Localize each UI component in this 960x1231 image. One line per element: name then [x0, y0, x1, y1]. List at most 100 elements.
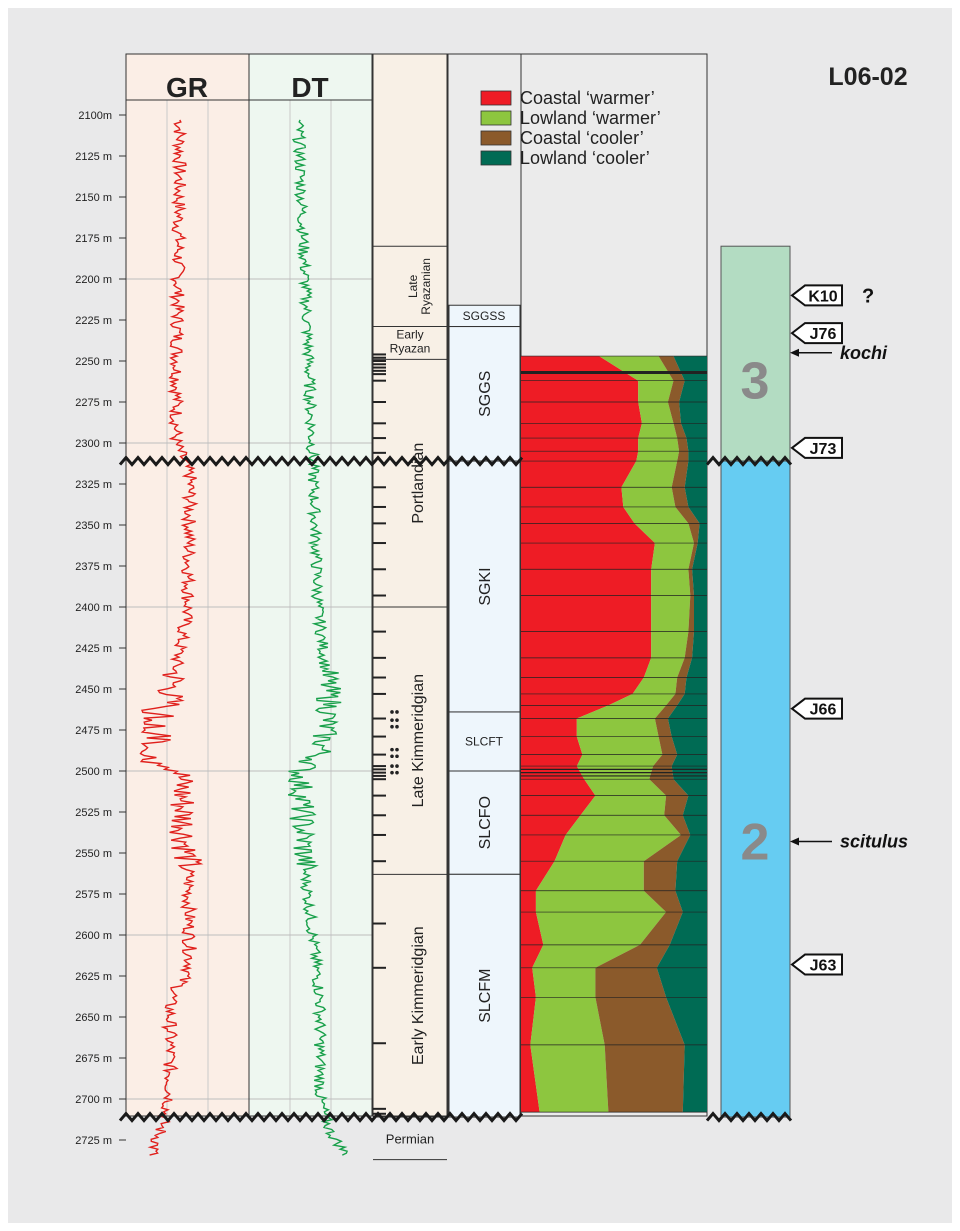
marker-label: J76 — [810, 326, 837, 343]
stage-label: LateRyazanian — [406, 258, 433, 315]
depth-tick-label: 2225 m — [75, 315, 112, 327]
depth-tick-label: 2725 m — [75, 1135, 112, 1147]
stage-label-line: Early — [396, 328, 423, 342]
area-coastal-warmer — [521, 356, 655, 1113]
depth-tick-label: 2575 m — [75, 889, 112, 901]
gr-track-label: GR — [166, 72, 208, 103]
sequence-block — [720, 460, 791, 1118]
species-arrow-head — [790, 348, 799, 357]
legend-label: Lowland ‘cooler’ — [520, 148, 650, 168]
species-label: scitulus — [840, 832, 908, 852]
species-markers: kochi scitulus — [790, 343, 908, 852]
sequence-markers: K10 ? J76 J73 J66 J63 — [790, 284, 874, 976]
sample-dot — [390, 764, 394, 768]
depth-tick-label: 2400 m — [75, 602, 112, 614]
sequence-label: 2 — [741, 814, 770, 872]
depth-tick-label: 2650 m — [75, 1012, 112, 1024]
unconformity-line — [705, 455, 793, 467]
marker-flag — [790, 284, 843, 307]
stage-label: Late Kimmeridgian — [410, 674, 427, 807]
depth-tick-label: 2675 m — [75, 1053, 112, 1065]
unconformity-line — [705, 1111, 793, 1123]
dt-track — [249, 54, 372, 1116]
depth-tick-label: 2250 m — [75, 356, 112, 368]
legend-label: Coastal ‘cooler’ — [520, 128, 644, 148]
legend: Coastal ‘warmer’Lowland ‘warmer’Coastal … — [480, 88, 661, 168]
gr-curve-line — [139, 119, 204, 1156]
depth-tick-label: 2700 m — [75, 1094, 112, 1106]
sample-dot — [395, 718, 399, 722]
legend-swatch — [480, 150, 512, 166]
marker-label: J63 — [810, 958, 837, 975]
sample-dot — [390, 710, 394, 714]
area-lowland-cooler — [656, 356, 707, 1113]
depth-tick-label: 2275 m — [75, 397, 112, 409]
stage-label: Early Kimmeridgian — [410, 926, 427, 1065]
stage-label-line: Ryazan — [390, 342, 431, 356]
marker-label: J73 — [810, 441, 837, 458]
sample-dot — [395, 747, 399, 752]
depth-tick-label: 2550 m — [75, 848, 112, 860]
zone-label: SLCFT — [465, 734, 504, 748]
depth-tick-label: 2200 m — [75, 274, 112, 286]
legend-swatch — [480, 90, 512, 106]
gr-track — [126, 54, 249, 1116]
depth-tick-label: 2300 m — [75, 438, 112, 450]
zone-intervals: SGGSS SGGS SGKI SLCFT SLCFO SLCFM — [448, 304, 521, 1118]
depth-tick-label: 2350 m — [75, 520, 112, 532]
zone-interval — [448, 873, 521, 1118]
sample-dot — [395, 710, 399, 714]
zone-interval — [448, 326, 521, 462]
legend-swatch — [480, 130, 512, 146]
area-lowland-warmer — [530, 356, 694, 1113]
depth-tick-label: 2125 m — [75, 151, 112, 163]
sample-dot — [390, 718, 394, 722]
palynofacies-area-chart — [521, 355, 707, 1113]
marker-flag — [790, 953, 843, 976]
depth-tick-label: 2450 m — [75, 684, 112, 696]
unconformity-line — [118, 455, 524, 467]
sample-dot — [390, 754, 394, 759]
marker-flag — [790, 322, 843, 345]
sample-dot — [395, 764, 399, 768]
zone-interval — [448, 770, 521, 875]
legend-label: Coastal ‘warmer’ — [520, 88, 655, 108]
species-label: kochi — [840, 343, 888, 363]
sample-ticks — [373, 353, 399, 1115]
depth-tick-label: 2150 m — [75, 192, 112, 204]
sample-dot — [390, 747, 394, 752]
depth-tick-label: 2100m — [78, 110, 112, 122]
depth-tick-label: 2525 m — [75, 807, 112, 819]
zone-label: SGGS — [477, 371, 494, 417]
depth-axis: 2100m 2125 m 2150 m 2175 m 2200 m 2225 m 2250 … — [75, 110, 126, 1147]
gr-curve — [139, 119, 204, 1156]
marker-label: K10 — [808, 288, 837, 305]
zone-label: SLCFO — [477, 796, 494, 849]
zone-interval — [448, 711, 521, 772]
stage-label-line: Ryazanian — [419, 258, 433, 315]
depth-tick-label: 2500 m — [75, 766, 112, 778]
depth-tick-label: 2625 m — [75, 971, 112, 983]
legend-swatch — [480, 110, 512, 126]
area-coastal-cooler — [595, 356, 700, 1113]
depth-tick-label: 2375 m — [75, 561, 112, 573]
stage-intervals: LateRyazanian Early Ryazan Portlandian Late … — [373, 245, 447, 1161]
dt-curve-line — [287, 119, 349, 1156]
dt-track-label: DT — [291, 72, 328, 103]
depth-tick-label: 2600 m — [75, 930, 112, 942]
species-arrow-head — [790, 837, 799, 846]
sample-dot — [395, 724, 399, 729]
depth-tick-label: 2425 m — [75, 643, 112, 655]
sequence-block — [720, 245, 791, 462]
zone-label: SLCFM — [477, 969, 494, 1023]
stage-column — [372, 53, 448, 1117]
unconformities — [118, 455, 793, 1123]
sample-dot — [390, 770, 394, 775]
sequence-label: 3 — [741, 353, 770, 411]
sequence-column: 32 — [720, 245, 791, 1118]
sample-dot — [390, 724, 394, 729]
sample-dot — [395, 770, 399, 775]
zone-interval — [448, 460, 521, 713]
legend-label: Lowland ‘warmer’ — [520, 108, 661, 128]
marker-label: J66 — [810, 702, 837, 719]
